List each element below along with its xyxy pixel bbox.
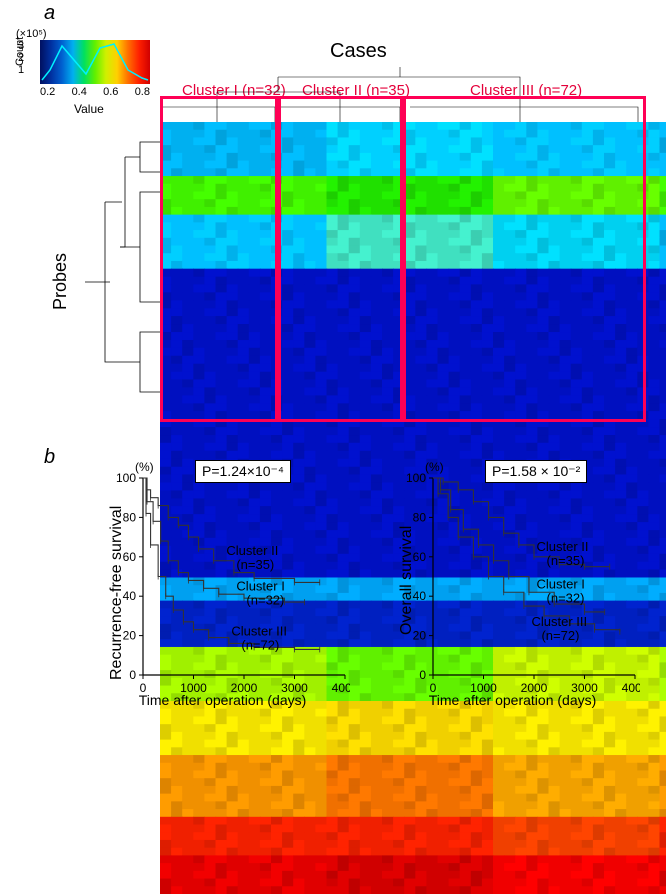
km-plot-os: (%) P=1.58 × 10⁻² Overall survival 02040… xyxy=(385,460,640,710)
km-svg: 02040608010001000200030004000Cluster II(… xyxy=(95,460,350,710)
xlabel: Time after operation (days) xyxy=(385,692,640,708)
cluster-2-frame xyxy=(275,96,406,422)
km-plot-rfs: (%) P=1.24×10⁻⁴ Recurrence-free survival… xyxy=(95,460,350,710)
colorkey-yticks: 3 2 1 xyxy=(18,40,24,76)
probes-label: Probes xyxy=(50,253,71,310)
figure: a (×10⁵) Count 3 2 1 0.2 0.4 0.6 0.8 Val… xyxy=(0,0,666,772)
cases-label: Cases xyxy=(330,40,387,63)
xlabel: Time after operation (days) xyxy=(95,692,350,708)
colorkey-xticks: 0.2 0.4 0.6 0.8 xyxy=(40,86,150,98)
panel-a-label: a xyxy=(44,2,55,25)
row-dendrogram-icon xyxy=(70,122,160,412)
cluster-1-frame xyxy=(160,96,281,422)
colorkey-gradient xyxy=(40,40,150,84)
panel-b-label: b xyxy=(44,446,55,469)
cluster-3-frame xyxy=(400,96,646,422)
km-svg: 02040608010001000200030004000Cluster II(… xyxy=(385,460,640,710)
colorkey-value-label: Value xyxy=(74,102,104,116)
